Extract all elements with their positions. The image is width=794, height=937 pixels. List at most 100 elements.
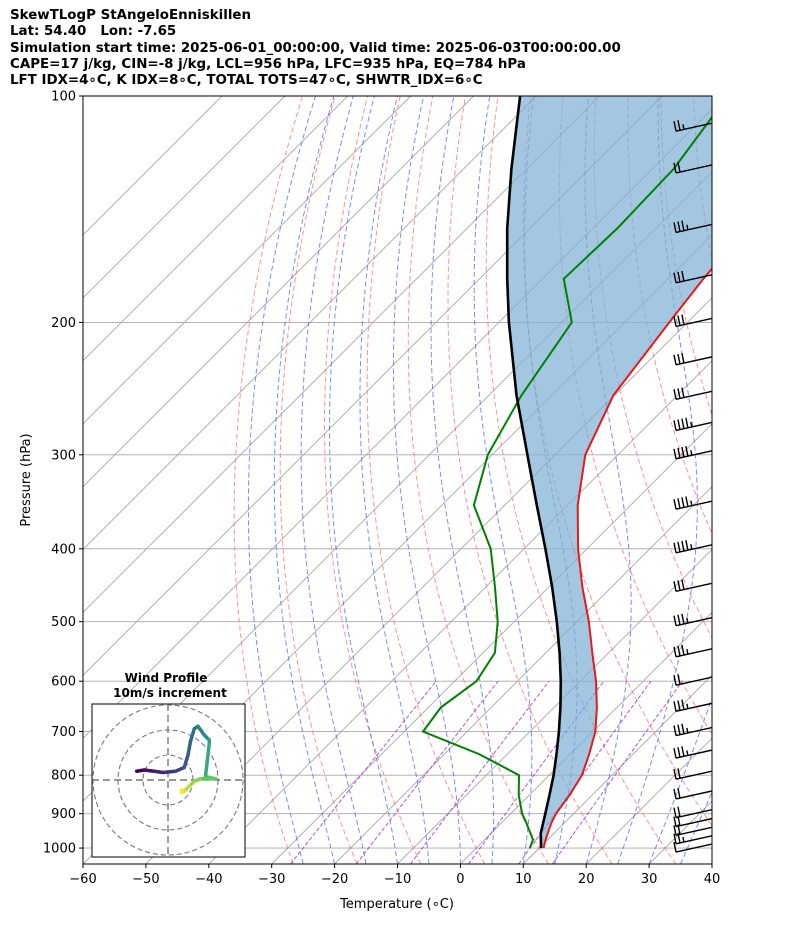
dry-adiabat-line <box>726 96 794 864</box>
dry-adiabat-line <box>759 96 794 864</box>
wind-barb <box>673 417 712 432</box>
moist-adiabat-line <box>359 96 430 864</box>
sounding-profiles <box>421 96 712 849</box>
isotherm-line <box>83 96 600 614</box>
time-text: Simulation start time: 2025-06-01_00:00:… <box>10 40 621 56</box>
dry-adiabat-line <box>279 96 358 864</box>
isotherm-line <box>334 485 712 864</box>
mixing-ratio-line <box>468 680 605 864</box>
dry-adiabat-line <box>366 96 485 864</box>
hodograph <box>92 704 245 857</box>
moist-adiabat-line <box>680 790 712 864</box>
wind-barb <box>673 644 712 658</box>
wind-barb <box>673 161 712 174</box>
wind-barb <box>673 723 712 737</box>
mixing-ratio-line <box>409 680 550 864</box>
wind-barb <box>673 699 712 713</box>
y-tick-label: 200 <box>51 316 76 331</box>
y-tick-label: 500 <box>51 615 76 630</box>
x-tick-label: 10 <box>515 872 532 887</box>
x-tick-label: 20 <box>578 872 595 887</box>
y-axis-ticks: 100 200 300 400 500 600 700 800 900 1000 <box>43 90 83 857</box>
y-tick-label: 400 <box>51 542 76 557</box>
x-tick-label: −30 <box>258 872 285 887</box>
y-tick-label: 800 <box>51 769 76 784</box>
hodograph-subtitle: 10m/s increment <box>113 686 227 700</box>
hodograph-segment <box>203 742 211 778</box>
isotherm-line <box>711 863 712 864</box>
chart-title: SkewTLogP StAngeloEnniskillen <box>10 8 252 23</box>
isotherm-line <box>522 674 712 864</box>
temperature-line <box>542 267 712 849</box>
dry-adiabat-line <box>324 96 422 864</box>
hodograph-title: Wind Profile <box>125 671 208 685</box>
isotherm-line <box>83 96 537 551</box>
dry-adiabat-line <box>593 96 712 639</box>
moist-adiabat-line <box>300 96 367 864</box>
isotherm-line <box>397 548 712 864</box>
wind-barb <box>673 496 712 510</box>
indices-text: LFT IDX=4∘C, K IDX=8∘C, TOTAL TOTS=47∘C,… <box>10 73 483 89</box>
x-tick-label: 40 <box>704 872 721 887</box>
wind-barb <box>673 540 712 554</box>
moist-adiabat-line <box>329 96 398 864</box>
isotherm-line <box>775 96 794 864</box>
wind-barb <box>673 787 712 800</box>
wind-barb <box>673 314 712 328</box>
dry-adiabat-line <box>233 96 303 864</box>
wind-barb <box>673 220 712 234</box>
y-tick-label: 100 <box>51 90 76 105</box>
isotherm-line <box>83 96 286 299</box>
y-tick-label: 600 <box>51 675 76 690</box>
x-tick-label: −40 <box>195 872 222 887</box>
y-tick-label: 1000 <box>43 842 76 857</box>
isotherm-line <box>83 96 223 236</box>
wind-barb <box>673 120 712 132</box>
wind-barb <box>673 768 712 780</box>
x-tick-label: −50 <box>132 872 159 887</box>
x-tick-label: −60 <box>69 872 96 887</box>
moist-adiabat-line <box>273 96 336 864</box>
hodograph-segment <box>161 769 178 775</box>
location-text: Lat: 54.40 Lon: -7.65 <box>10 24 177 40</box>
y-tick-label: 900 <box>51 807 76 822</box>
x-tick-label: −10 <box>384 872 411 887</box>
dry-adiabat-line <box>447 96 613 864</box>
moist-adiabat-line <box>648 696 712 864</box>
mixing-ratio-lines <box>290 680 683 864</box>
hodograph-segment <box>196 724 206 737</box>
cape-text: CAPE=17 j/kg, CIN=-8 j/kg, LCL=956 hPa, … <box>10 56 526 72</box>
dewpoint-line <box>421 115 712 849</box>
cape-fill-polygon <box>507 96 712 849</box>
mixing-ratio-line <box>355 680 499 864</box>
dry-adiabat-line <box>407 96 549 864</box>
mixing-ratio-line <box>290 680 437 864</box>
hodograph-segment <box>188 727 196 743</box>
x-axis-label: Temperature (∘C) <box>339 897 454 912</box>
hodograph-segment <box>182 753 190 770</box>
wind-barb <box>673 270 712 284</box>
isotherm-line <box>271 423 712 864</box>
wind-barb <box>673 446 712 460</box>
x-tick-label: −20 <box>321 872 348 887</box>
isotherm-line <box>83 96 412 425</box>
moist-adiabat-line <box>247 96 316 864</box>
moist-adiabat-line <box>617 96 698 864</box>
wind-barb <box>673 806 712 819</box>
y-tick-label: 700 <box>51 725 76 740</box>
isotherm-line <box>83 96 349 362</box>
wind-barb <box>673 613 712 627</box>
wind-barb <box>673 387 712 400</box>
wind-barb <box>673 746 712 759</box>
wind-barbs <box>673 120 712 853</box>
wind-barb <box>673 841 712 853</box>
x-tick-label: 0 <box>456 872 464 887</box>
moist-adiabat-lines <box>247 96 712 864</box>
y-axis-label: Pressure (hPa) <box>19 433 34 526</box>
y-tick-label: 300 <box>51 448 76 463</box>
chart-header: SkewTLogP StAngeloEnniskillen Lat: 54.40… <box>10 8 621 89</box>
isotherm-line <box>145 297 712 864</box>
wind-barb <box>673 579 712 592</box>
wind-barb <box>673 674 712 686</box>
